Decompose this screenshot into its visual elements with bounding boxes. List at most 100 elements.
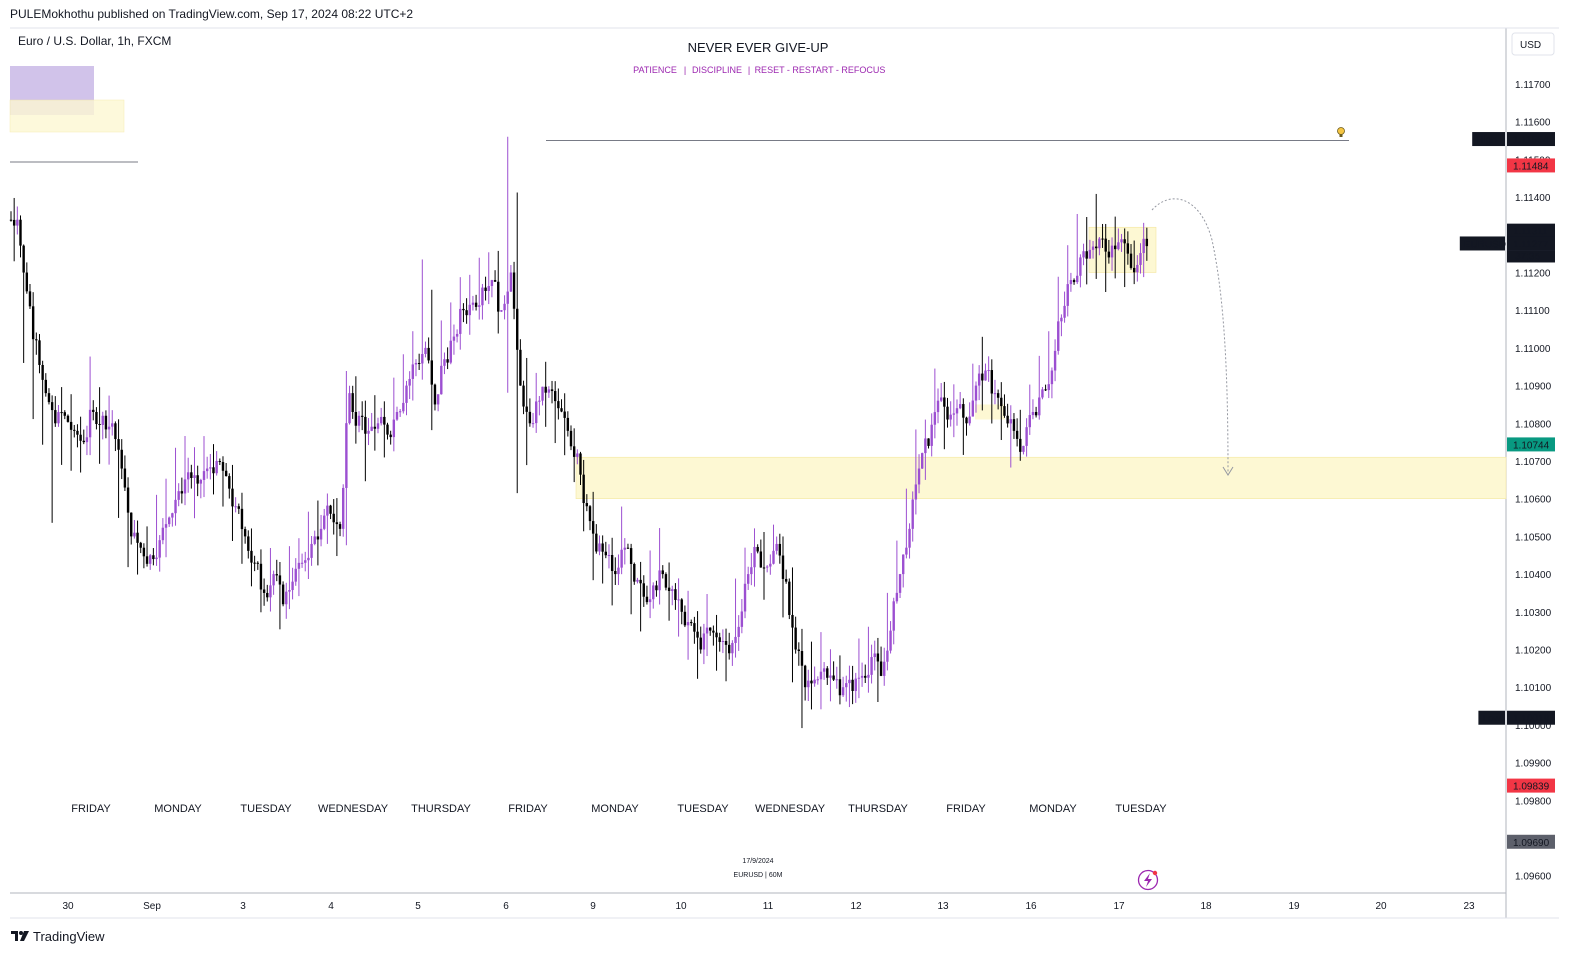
candle	[291, 567, 294, 600]
candle	[1113, 216, 1117, 279]
candle	[794, 616, 797, 654]
price-label-High: 1.11554 High	[1472, 132, 1555, 147]
candle	[813, 666, 816, 687]
candle	[221, 456, 225, 507]
day-label: THURSDAY	[411, 803, 471, 815]
svg-text:37:35: 37:35	[1515, 251, 1540, 262]
candle	[591, 491, 595, 581]
candle	[686, 590, 690, 660]
candle	[497, 250, 500, 334]
candle	[1009, 405, 1012, 468]
candle	[873, 640, 876, 671]
candle	[788, 578, 791, 620]
candle	[737, 615, 740, 651]
y-tick-label: 1.11600	[1515, 118, 1551, 129]
candle	[1123, 228, 1126, 288]
candle	[82, 429, 85, 445]
candle	[1072, 278, 1076, 285]
price-label-current: 1.11277 EURUSD 37:35	[1459, 236, 1555, 263]
x-tick-label: 12	[850, 901, 862, 912]
day-label: FRIDAY	[946, 803, 986, 815]
candle	[876, 637, 880, 702]
candle	[860, 662, 864, 687]
candle	[465, 298, 468, 324]
lightning-icon[interactable]	[1137, 869, 1159, 891]
currency-button[interactable]	[1511, 32, 1555, 56]
candle	[617, 554, 620, 586]
candle	[569, 425, 573, 451]
candle	[535, 372, 538, 433]
candle	[1104, 223, 1107, 293]
lightbulb-icon[interactable]	[1337, 127, 1345, 138]
candle	[724, 628, 728, 682]
candle	[898, 573, 902, 599]
candle	[152, 548, 155, 566]
sub-patience: PATIENCE	[633, 65, 677, 75]
candle	[585, 494, 589, 512]
candle	[212, 444, 215, 495]
candle	[867, 626, 870, 693]
candle	[803, 664, 807, 701]
y-tick-label: 1.09900	[1515, 759, 1552, 770]
candle	[462, 303, 465, 323]
candle	[756, 544, 759, 554]
y-tick-label: 1.10700	[1515, 457, 1552, 468]
candle	[332, 499, 335, 535]
candle	[762, 531, 766, 600]
tradingview-logo-icon	[11, 931, 29, 941]
candle	[933, 368, 937, 439]
candle	[854, 672, 857, 703]
candle	[379, 407, 383, 426]
candle	[690, 619, 693, 626]
candle	[139, 541, 142, 554]
svg-text:EURUSD: EURUSD	[1464, 239, 1506, 250]
price-label-zone-top: 1.10744	[1507, 437, 1555, 452]
candle	[1066, 245, 1069, 317]
x-tick-label: 19	[1288, 901, 1300, 912]
demand-zone	[575, 456, 1507, 500]
y-tick-label: 1.10200	[1515, 646, 1552, 657]
candle	[196, 465, 199, 497]
candle	[1132, 240, 1136, 285]
candle	[218, 458, 222, 466]
candle	[648, 550, 652, 619]
candle	[731, 640, 734, 666]
candle	[671, 585, 674, 606]
candle	[728, 632, 731, 660]
candle	[598, 535, 601, 556]
candle	[797, 642, 801, 666]
candle	[449, 302, 452, 365]
price-label-Low: 1.10019 Low	[1478, 710, 1555, 725]
candle	[911, 491, 914, 542]
candle	[304, 551, 307, 572]
candle	[126, 477, 130, 568]
candle	[262, 578, 266, 606]
y-tick-label: 1.10100	[1515, 683, 1552, 694]
candle	[202, 436, 206, 498]
x-tick-label: 18	[1200, 901, 1212, 912]
candle	[930, 413, 933, 457]
candle	[1110, 237, 1114, 271]
candle	[1019, 409, 1022, 461]
candle	[908, 523, 911, 559]
y-axis: 1.117001.116001.115001.114001.113001.112…	[1515, 80, 1552, 883]
candle	[746, 566, 750, 590]
candle	[509, 265, 513, 292]
candle	[145, 526, 149, 567]
x-tick-label: 23	[1463, 901, 1475, 912]
candle	[1025, 418, 1028, 457]
price-label-alert: 1.11484	[1507, 158, 1555, 173]
sub-discipline: DISCIPLINE	[692, 65, 742, 75]
candle	[1006, 403, 1009, 428]
candle	[408, 371, 411, 400]
candle	[468, 274, 471, 335]
candle	[924, 419, 927, 480]
candle	[484, 276, 487, 301]
candle	[990, 359, 994, 424]
candles-layer	[9, 136, 1149, 729]
candle	[256, 561, 259, 570]
candle	[199, 478, 203, 499]
candle	[133, 519, 136, 539]
candle	[335, 498, 339, 557]
